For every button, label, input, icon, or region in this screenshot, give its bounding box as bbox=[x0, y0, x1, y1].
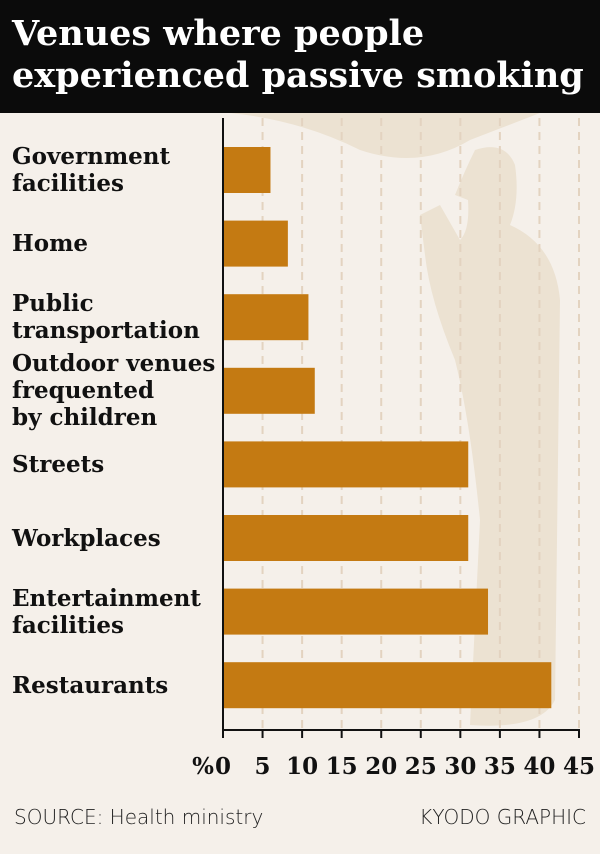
category-label-line: transportation bbox=[12, 317, 200, 345]
category-label: Public transportation bbox=[12, 290, 200, 344]
x-tick-label: 15 bbox=[326, 753, 358, 780]
category-label-line: frequented bbox=[12, 377, 155, 405]
chart-title-line-1: Venues where people bbox=[12, 13, 425, 54]
category-label-line: facilities bbox=[12, 611, 124, 639]
x-tick-label: 0 bbox=[215, 753, 231, 780]
x-tick-label: 35 bbox=[484, 753, 516, 780]
category-label-line: facilities bbox=[12, 170, 124, 197]
x-tick-label: 20 bbox=[365, 753, 397, 780]
category-label-line: Government bbox=[12, 143, 171, 170]
bar bbox=[223, 294, 309, 341]
credit-note: KYODO GRAPHIC bbox=[419, 805, 586, 829]
bar bbox=[223, 588, 489, 635]
bar bbox=[223, 367, 315, 414]
category-label-line: Home bbox=[12, 230, 89, 258]
x-tick-label: 30 bbox=[444, 753, 476, 780]
x-tick-label: 5 bbox=[255, 753, 271, 780]
category-label: Home bbox=[12, 230, 88, 257]
x-tick-label: 45 bbox=[563, 753, 595, 780]
category-label: Entertainment facilities bbox=[12, 585, 201, 639]
title-banner: Venues where people experienced passive … bbox=[0, 0, 600, 113]
bar bbox=[223, 662, 552, 709]
chart-title-line-2: experienced passive smoking bbox=[12, 55, 584, 96]
category-label-line: Public bbox=[12, 290, 94, 318]
x-tick-label: 10 bbox=[286, 753, 318, 780]
bar bbox=[223, 515, 469, 561]
category-label-line: Outdoor venues bbox=[12, 350, 216, 378]
category-label: Outdoor venues frequented by children bbox=[12, 350, 215, 431]
source-note: SOURCE: Health ministry bbox=[14, 805, 264, 829]
category-label-line: Streets bbox=[12, 450, 105, 478]
x-axis-label: % bbox=[192, 753, 214, 780]
category-label: Workplaces bbox=[12, 525, 161, 552]
category-label: Restaurants bbox=[12, 672, 168, 699]
bar bbox=[223, 147, 271, 193]
category-label-line: Entertainment bbox=[12, 584, 201, 612]
category-label-line: Restaurants bbox=[12, 671, 169, 699]
category-label-line: Workplaces bbox=[12, 524, 161, 552]
x-tick-label: 25 bbox=[405, 753, 437, 780]
bar bbox=[223, 441, 469, 488]
category-label-line: by children bbox=[12, 404, 158, 432]
category-label: Streets bbox=[12, 451, 104, 478]
bar bbox=[223, 220, 288, 267]
x-tick-label: 40 bbox=[523, 753, 555, 780]
category-label: Government facilities bbox=[12, 143, 170, 197]
